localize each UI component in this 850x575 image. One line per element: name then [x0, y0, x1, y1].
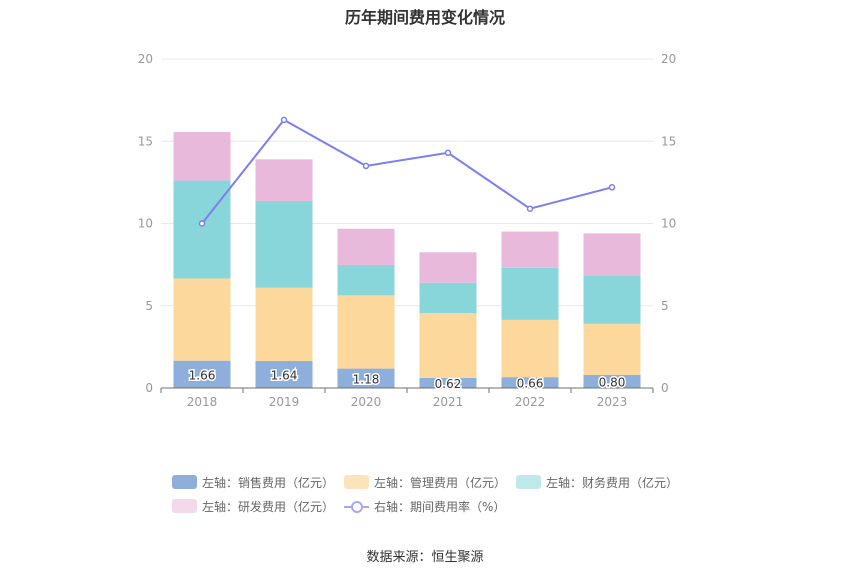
- legend-swatch-finance: [516, 475, 541, 489]
- legend-row-1: 左轴：销售费用（亿元） 左轴：管理费用（亿元） 左轴：财务费用（亿元）: [172, 472, 692, 496]
- bar-segment: [173, 278, 231, 361]
- y-tick-label-right: 0: [661, 381, 669, 395]
- expense-ratio-line: [201, 118, 613, 225]
- bar-segment: [255, 287, 313, 362]
- x-tick-label: 2021: [433, 395, 464, 409]
- expense-ratio-point: [280, 116, 288, 124]
- y-tick-label-left: 0: [145, 381, 153, 395]
- data-label-layer: 1.66 1.64 1.18 0.62 0.66 0.80: [187, 367, 627, 393]
- expense-ratio-point: [608, 184, 616, 191]
- bar-segment: [501, 377, 559, 388]
- legend-label-rnd: 左轴：研发费用（亿元）: [202, 499, 335, 514]
- bar-layer: [173, 132, 641, 388]
- expense-ratio-point: [362, 162, 370, 170]
- bar-segment: [255, 200, 313, 288]
- bar-segment: [583, 323, 641, 375]
- bar-value-label: 0.80: [599, 375, 626, 389]
- legend-swatch-rnd: [172, 499, 197, 513]
- bar-segment: [255, 361, 313, 388]
- legend-row-2: 左轴：研发费用（亿元） 右轴：期间费用率（%）: [172, 496, 692, 520]
- expense-ratio-point: [444, 149, 452, 157]
- x-tick-label: 2018: [187, 395, 218, 409]
- y-tick-label-left: 5: [145, 299, 153, 313]
- bar-segment: [419, 313, 477, 378]
- legend: 左轴：销售费用（亿元） 左轴：管理费用（亿元） 左轴：财务费用（亿元） 左轴：研…: [172, 472, 692, 520]
- x-tick-label: 2022: [515, 395, 546, 409]
- legend-swatch-admin: [344, 475, 369, 489]
- legend-item-rnd[interactable]: 左轴：研发费用（亿元）: [172, 496, 334, 516]
- bar-segment: [173, 132, 231, 181]
- legend-swatch-sales: [172, 475, 197, 489]
- expense-ratio-point: [526, 205, 534, 212]
- bar-segment: [501, 319, 559, 378]
- legend-item-admin[interactable]: 左轴：管理费用（亿元）: [344, 472, 506, 492]
- bar-segment: [583, 275, 641, 324]
- bar-segment: [419, 252, 477, 283]
- bar-segment: [419, 377, 477, 388]
- y-tick-label-right: 5: [661, 299, 669, 313]
- line-layer: [198, 116, 616, 227]
- bar-segment: [337, 368, 395, 388]
- legend-label-expense-ratio: 右轴：期间费用率（%）: [374, 499, 506, 514]
- axis-layer: 0 5 10 15 20 0 5 10 15 20 2018 2019 2020 2021 2022 2023: [138, 52, 677, 409]
- grid-lines: [161, 58, 653, 307]
- x-tick-label: 2023: [597, 395, 628, 409]
- bar-segment: [419, 282, 477, 314]
- legend-label-admin: 左轴：管理费用（亿元）: [374, 475, 507, 490]
- bar-value-label: 1.18: [353, 372, 380, 386]
- y-tick-label-left: 20: [138, 52, 153, 66]
- x-tick-label: 2020: [351, 395, 382, 409]
- bar-value-label: 1.66: [189, 368, 216, 382]
- bar-value-label: 0.62: [435, 377, 462, 391]
- bar-segment: [583, 374, 641, 388]
- bar-segment: [337, 228, 395, 265]
- legend-label-sales: 左轴：销售费用（亿元）: [202, 475, 335, 490]
- chart-title: 历年期间费用变化情况: [344, 8, 505, 27]
- x-tick-label: 2019: [269, 395, 300, 409]
- y-tick-label-right: 10: [661, 217, 676, 231]
- bar-segment: [173, 360, 231, 388]
- bar-segment: [583, 233, 641, 276]
- bar-segment: [337, 264, 395, 296]
- legend-label-finance: 左轴：财务费用（亿元）: [546, 475, 679, 490]
- legend-line-icon: [344, 499, 369, 513]
- y-tick-label-right: 20: [661, 52, 676, 66]
- data-source: 数据来源：恒生聚源: [366, 550, 484, 565]
- expense-ratio-point: [198, 220, 206, 227]
- y-tick-label-right: 15: [661, 134, 676, 148]
- bar-value-label: 0.66: [517, 377, 544, 391]
- y-tick-label-left: 15: [138, 134, 153, 148]
- legend-item-finance[interactable]: 左轴：财务费用（亿元）: [516, 472, 678, 492]
- bar-segment: [501, 267, 559, 320]
- bar-segment: [173, 180, 231, 279]
- bar-value-label: 1.64: [271, 369, 298, 383]
- bar-segment: [501, 231, 559, 268]
- legend-item-sales[interactable]: 左轴：销售费用（亿元）: [172, 472, 334, 492]
- bar-segment: [255, 159, 313, 201]
- bar-segment: [337, 295, 395, 369]
- legend-item-expense-ratio[interactable]: 右轴：期间费用率（%）: [344, 496, 505, 516]
- y-tick-label-left: 10: [138, 217, 153, 231]
